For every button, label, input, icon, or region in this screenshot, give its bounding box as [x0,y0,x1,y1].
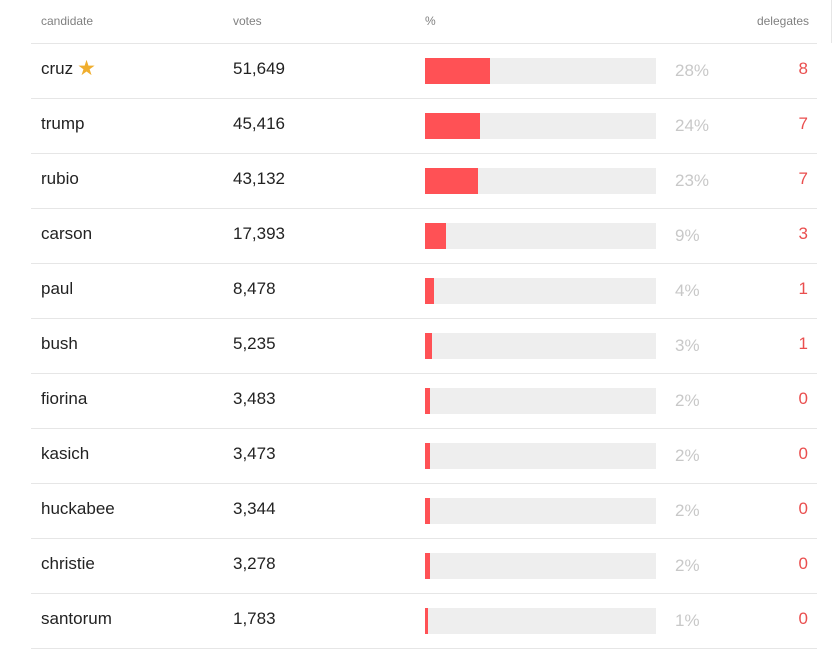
vote-count: 8,478 [233,279,276,298]
table-body: cruz ★ 51,649 28% 8 trump 45,416 24% 7 rubio 43,13… [31,44,817,649]
vote-count: 1,783 [233,609,276,628]
candidate-name-text: fiorina [41,389,88,408]
delegate-count: 7 [798,169,808,188]
percent-bar-fill [425,58,490,84]
table-row: christie 3,278 2% 0 [31,539,817,594]
delegate-count: 0 [798,389,808,408]
percent-bar-track [425,168,656,194]
delegate-count: 0 [798,609,808,628]
candidate-name-text: paul [41,279,74,298]
candidate-name: carson [41,224,92,244]
table-row: huckabee 3,344 2% 0 [31,484,817,539]
table-row: fiorina 3,483 2% 0 [31,374,817,429]
candidate-name-text: trump [41,114,85,133]
candidate-name-text: carson [41,224,93,243]
candidate-name-text: cruz [41,59,74,78]
candidate-name-text: santorum [41,609,112,628]
table-header: candidate votes % delegates [31,0,817,44]
percent-label: 3% [675,336,700,355]
delegate-count: 3 [798,224,808,243]
delegate-count: 7 [798,114,808,133]
vote-count: 17,393 [233,224,285,243]
column-header-votes: votes [233,14,262,28]
percent-bar-fill [425,553,430,579]
percent-bar-track [425,113,656,139]
candidate-name: rubio [41,169,79,189]
candidate-name: santorum [41,609,112,629]
column-header-percent: % [425,14,436,28]
percent-bar-fill [425,113,480,139]
candidate-name: fiorina [41,389,87,409]
percent-label: 2% [675,501,700,520]
candidate-name-text: bush [41,334,78,353]
table-row: cruz ★ 51,649 28% 8 [31,44,817,99]
candidate-name-text: huckabee [41,499,115,518]
percent-bar-track [425,278,656,304]
table-row: santorum 1,783 1% 0 [31,594,817,649]
delegate-count: 0 [798,554,808,573]
delegate-count: 8 [798,59,808,78]
vote-count: 3,344 [233,499,276,518]
percent-bar-track [425,608,656,634]
candidate-name: bush [41,334,78,354]
percent-bar-fill [425,333,432,359]
vote-count: 3,483 [233,389,276,408]
table-row: trump 45,416 24% 7 [31,99,817,154]
vote-count: 51,649 [233,59,285,78]
percent-label: 28% [675,61,710,80]
table-row: kasich 3,473 2% 0 [31,429,817,484]
percent-label: 2% [675,556,700,575]
percent-bar-track [425,333,656,359]
percent-bar-fill [425,608,428,634]
column-header-delegates: delegates [756,14,809,28]
percent-bar-fill [425,278,434,304]
table-row: rubio 43,132 23% 7 [31,154,817,209]
candidate-name: kasich [41,444,89,464]
percent-bar-fill [425,388,430,414]
delegate-count: 0 [798,444,808,463]
percent-label: 2% [675,446,700,465]
delegate-count: 1 [798,334,808,353]
candidate-name: paul [41,279,73,299]
percent-bar-fill [425,498,430,524]
vote-count: 45,416 [233,114,285,133]
candidate-name-text: kasich [41,444,90,463]
delegate-count: 1 [798,279,808,298]
percent-bar-track [425,443,656,469]
percent-bar-fill [425,168,478,194]
table-row: paul 8,478 4% 1 [31,264,817,319]
vote-count: 43,132 [233,169,285,188]
percent-label: 24% [675,116,710,135]
candidate-name: cruz ★ [41,57,96,80]
delegate-count: 0 [798,499,808,518]
percent-label: 1% [675,611,700,630]
percent-label: 4% [675,281,700,300]
column-header-candidate: candidate [41,14,94,28]
star-icon: ★ [77,57,96,80]
percent-bar-track [425,498,656,524]
candidate-name: christie [41,554,95,574]
table-edge-divider [831,0,832,43]
vote-count: 3,473 [233,444,276,463]
candidate-name: huckabee [41,499,115,519]
results-table: candidate votes % delegates cruz ★ 51,649 2… [31,0,817,649]
vote-count: 5,235 [233,334,276,353]
candidate-name-text: rubio [41,169,79,188]
percent-bar-fill [425,223,446,249]
percent-bar-track [425,388,656,414]
percent-bar-track [425,553,656,579]
percent-bar-track [425,223,656,249]
percent-label: 23% [675,171,710,190]
vote-count: 3,278 [233,554,276,573]
percent-label: 2% [675,391,700,410]
table-row: carson 17,393 9% 3 [31,209,817,264]
table-row: bush 5,235 3% 1 [31,319,817,374]
candidate-name-text: christie [41,554,95,573]
percent-label: 9% [675,226,700,245]
candidate-name: trump [41,114,84,134]
percent-bar-fill [425,443,430,469]
percent-bar-track [425,58,656,84]
